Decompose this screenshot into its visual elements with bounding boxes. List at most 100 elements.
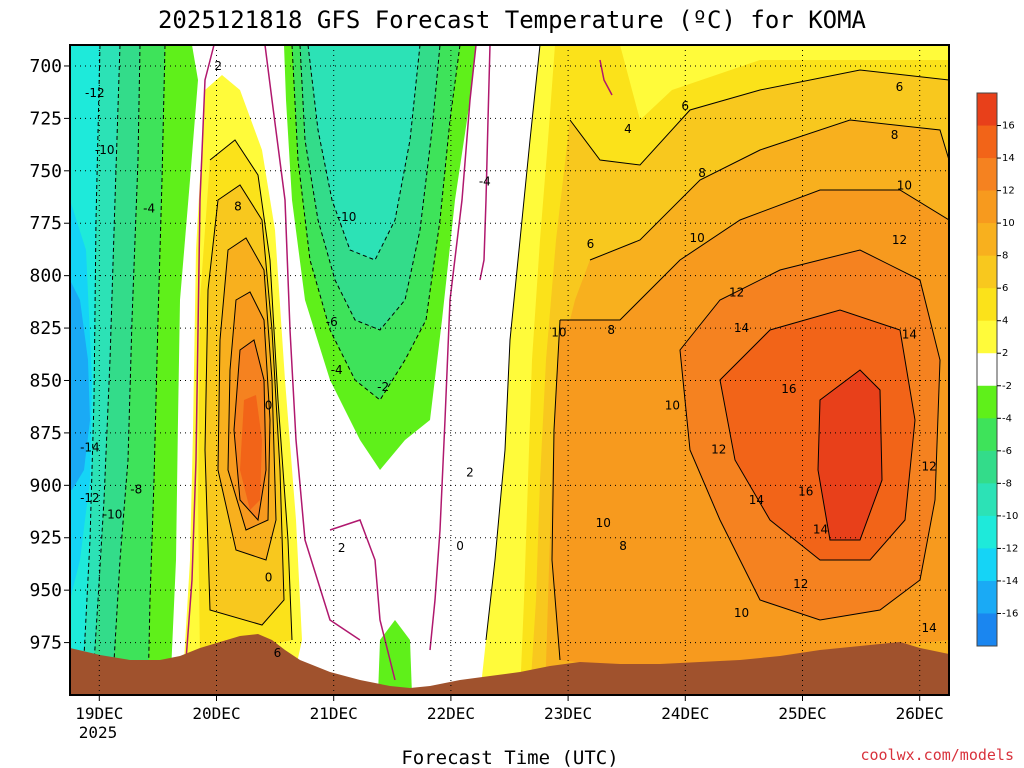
y-tick-label: 825 — [29, 318, 62, 339]
y-tick-label: 900 — [29, 475, 62, 496]
contour-label: 14 — [749, 493, 764, 507]
contour-label: -8 — [130, 483, 142, 497]
contour-label: 12 — [793, 577, 808, 591]
contour-label: -10 — [337, 210, 357, 224]
contour-label: 8 — [698, 166, 706, 180]
colorbar-tick-label: -12 — [1002, 543, 1018, 554]
grid — [70, 45, 949, 695]
contour-label: 6 — [896, 80, 904, 94]
x-tick-label: 23DEC — [544, 704, 592, 723]
colorbar-tick-label: -16 — [1002, 608, 1018, 619]
colorbar-tick-label: -2 — [1002, 381, 1012, 392]
x-tick-label: 25DEC — [778, 704, 826, 723]
colorbar-swatch — [977, 548, 997, 582]
contour-label: -4 — [331, 363, 343, 377]
y-tick-label: 875 — [29, 423, 62, 444]
contour-label: 8 — [891, 128, 899, 142]
warm-plume-20dec-14 — [240, 395, 262, 510]
contour-label: 2 — [338, 541, 346, 555]
colorbar-tick-label: 12 — [1002, 186, 1015, 197]
x-axis: 19DEC 20DEC 21DEC 22DEC 23DEC 24DEC 25DEC 26DEC — [75, 695, 944, 723]
colorbar-tick-label: -4 — [1002, 413, 1012, 424]
contour-label: 14 — [813, 522, 828, 536]
contour-label: -10 — [103, 508, 123, 522]
contour-label: 14 — [921, 621, 936, 635]
contour-line — [91, 45, 121, 695]
contour-line — [299, 45, 441, 331]
colorbar-tick-label: 16 — [1002, 121, 1015, 132]
contour-line — [817, 369, 883, 541]
contour-label: 10 — [734, 606, 749, 620]
contour-label: -4 — [479, 174, 491, 188]
contour-line — [204, 184, 285, 626]
y-tick-label: 800 — [29, 266, 62, 287]
cold-pocket-low — [378, 620, 412, 695]
contour-label: 12 — [892, 233, 907, 247]
cold-trough-21dec-8 — [308, 45, 420, 260]
colorbar-swatch — [977, 483, 997, 517]
zero-contours — [185, 45, 613, 681]
contour-label: 8 — [619, 539, 627, 553]
contour-label: 12 — [921, 459, 936, 473]
colorbar-swatch — [977, 580, 997, 614]
contour-label: 6 — [274, 646, 282, 660]
contour-line — [147, 45, 166, 695]
colorbar-swatch — [977, 93, 997, 127]
contour-label: 16 — [781, 382, 796, 396]
contour-label: 14 — [902, 327, 917, 341]
contour-label: 0 — [265, 399, 273, 413]
contour-lines-negative — [81, 45, 461, 695]
y-tick-label: 950 — [29, 580, 62, 601]
contour-line — [679, 249, 941, 621]
colorbar: 16 14 12 10 8 6 4 2 -2 -4 -6 -8 -10 -12 -14 -16 — [976, 92, 1018, 647]
x-axis-label: Forecast Time (UTC) — [401, 747, 618, 768]
contour-line — [217, 237, 277, 561]
y-axis: 700 725 750 775 800 825 850 875 900 925 950 975 — [29, 56, 70, 654]
colorbar-swatch — [977, 223, 997, 257]
colorbar-tick-label: -14 — [1002, 576, 1018, 587]
x-tick-label: 21DEC — [310, 704, 358, 723]
credit-link[interactable]: coolwx.com/models — [860, 746, 1014, 764]
contour-label: 10 — [596, 516, 611, 530]
colorbar-tick-label: -10 — [1002, 511, 1018, 522]
contour-line — [589, 119, 949, 261]
contour-line — [233, 339, 267, 522]
colorbar-tick-label: 2 — [1002, 348, 1008, 359]
terrain — [70, 634, 949, 695]
contour-label: 2 — [214, 59, 222, 73]
contour-label: -12 — [80, 491, 100, 505]
zero-contour-line — [329, 519, 396, 681]
cold-region-left-minus16 — [70, 280, 90, 490]
contour-label: 10 — [665, 399, 680, 413]
colorbar-swatch — [977, 613, 997, 647]
contour-label: 12 — [729, 285, 744, 299]
contour-line — [485, 45, 541, 641]
contour-label: 4 — [624, 122, 632, 136]
contour-label: -6 — [326, 315, 338, 329]
colorbar-tick-label: 14 — [1002, 153, 1015, 164]
contour-line — [719, 309, 916, 561]
contour-line — [209, 139, 293, 641]
zero-contour-line — [185, 45, 215, 661]
colorbar-tick-label: -8 — [1002, 478, 1012, 489]
zero-contour-line — [599, 59, 613, 96]
colorbar-tick-label: 10 — [1002, 218, 1015, 229]
chart-title: 2025121818 GFS Forecast Temperature (ºC)… — [158, 6, 867, 34]
contour-label: 2 — [466, 466, 474, 480]
x-tick-label: 26DEC — [896, 704, 944, 723]
y-tick-label: 975 — [29, 633, 62, 654]
y-tick-label: 925 — [29, 528, 62, 549]
contour-label: 10 — [897, 178, 912, 192]
y-tick-label: 750 — [29, 161, 62, 182]
contour-label: -4 — [143, 202, 155, 216]
colorbar-swatch — [977, 450, 997, 484]
colorbar-swatch — [977, 385, 997, 419]
x-tick-label: 24DEC — [661, 704, 709, 723]
contour-label: 8 — [607, 323, 615, 337]
colorbar-swatch — [977, 418, 997, 452]
plot-area — [70, 45, 949, 695]
contour-line — [227, 291, 271, 531]
contour-label: 0 — [265, 571, 273, 585]
contour-label: -12 — [85, 86, 105, 100]
